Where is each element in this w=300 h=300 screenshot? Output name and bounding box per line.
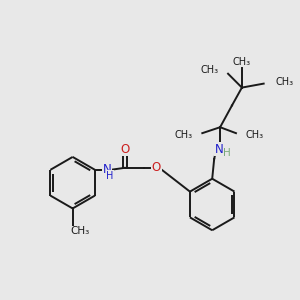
Text: CH₃: CH₃	[246, 130, 264, 140]
Text: N: N	[215, 142, 224, 155]
Text: N: N	[102, 163, 111, 176]
Text: CH₃: CH₃	[200, 65, 218, 75]
Text: H: H	[223, 148, 231, 158]
Text: O: O	[120, 142, 129, 155]
Text: O: O	[152, 161, 161, 174]
Text: CH₃: CH₃	[275, 76, 294, 87]
Text: CH₃: CH₃	[71, 226, 90, 236]
Text: CH₃: CH₃	[233, 57, 251, 67]
Text: H: H	[106, 171, 113, 181]
Text: CH₃: CH₃	[174, 130, 192, 140]
